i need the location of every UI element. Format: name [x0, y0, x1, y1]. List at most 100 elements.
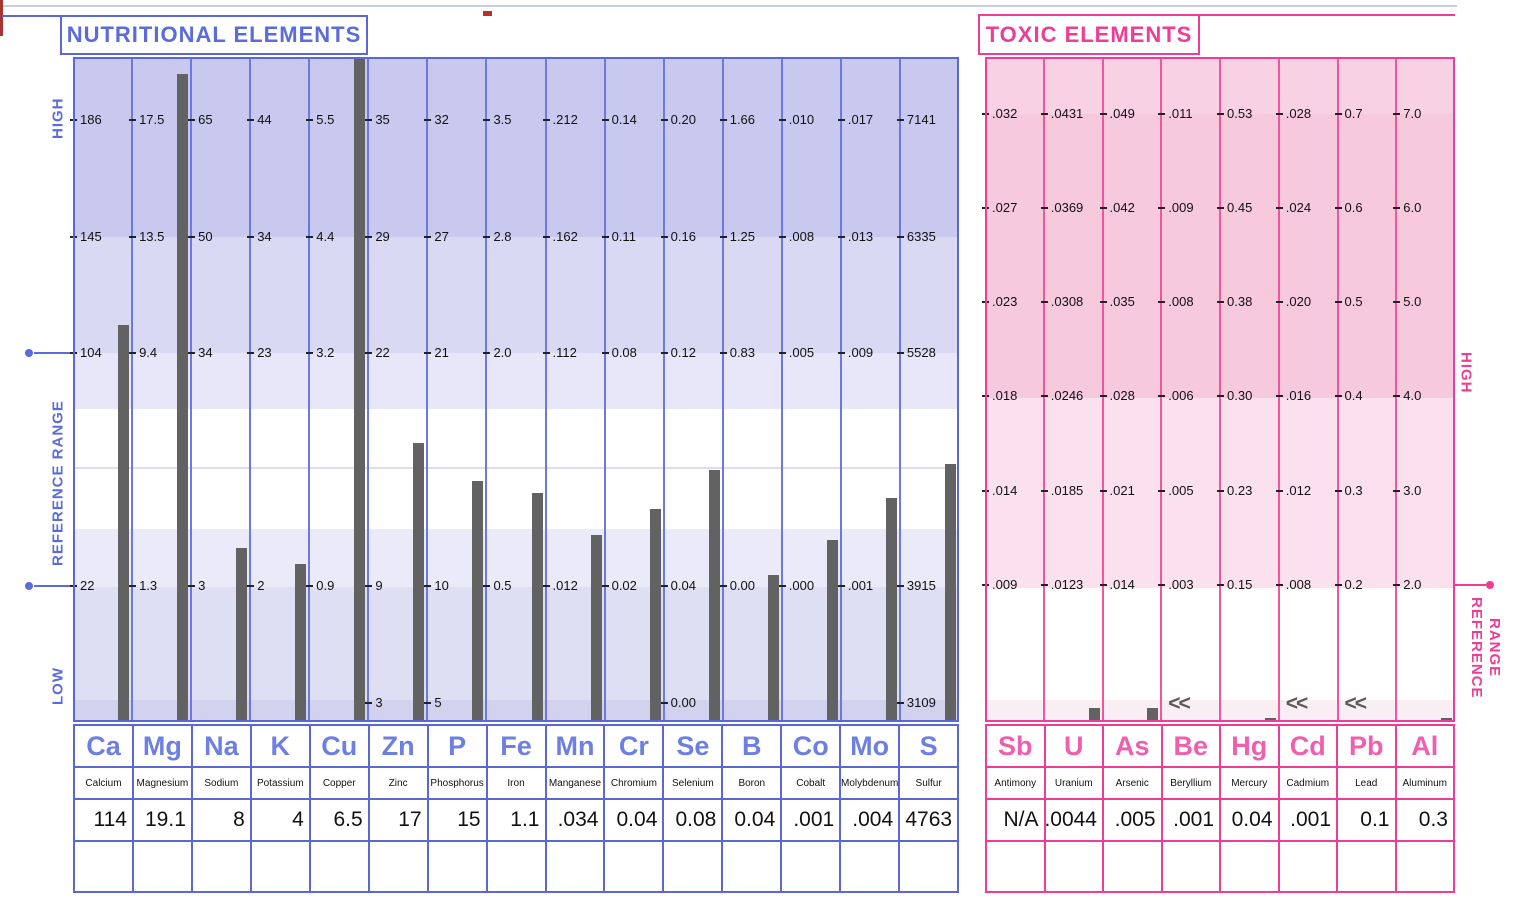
- scale-tick-label: .0369: [1050, 200, 1084, 215]
- element-symbol-Se: Se: [662, 726, 721, 766]
- element-name-K: Potassium: [249, 768, 309, 798]
- element-result-Mo: .004: [839, 800, 898, 840]
- scale-tick-label: .014: [992, 483, 1018, 498]
- column-divider: [603, 57, 606, 722]
- result-bar-K: [295, 564, 307, 722]
- element-symbol-As: As: [1102, 726, 1161, 766]
- scale-tick-dash: [424, 236, 432, 238]
- scale-tick-dash: [982, 207, 989, 209]
- result-bar-Hg: [1264, 718, 1276, 722]
- toxic-title-text: TOXIC ELEMENTS: [985, 21, 1193, 47]
- element-empty-Al: [1394, 842, 1454, 891]
- scale-tick-label: 22: [375, 345, 390, 360]
- scale-tick-label: .027: [992, 200, 1018, 215]
- scale-tick-dash: [1217, 301, 1224, 303]
- toxic-reference-marker-dot: [1486, 581, 1494, 589]
- element-name-Co: Cobalt: [780, 768, 839, 798]
- scale-tick-dash: [188, 119, 196, 121]
- element-result-Al: 0.3: [1394, 800, 1454, 840]
- scale-tick-dash: [70, 585, 77, 587]
- scale-tick-label: 0.00: [729, 578, 756, 593]
- scale-tick-label: .008: [1285, 577, 1312, 592]
- element-empty-K: [249, 842, 309, 891]
- element-name-Zn: Zinc: [367, 768, 427, 798]
- scale-tick-label: 3.5: [493, 112, 512, 127]
- scale-tick-label: .032: [992, 106, 1018, 121]
- scale-tick-label: 32: [434, 112, 449, 127]
- toxic-reference-marker-line: [1455, 584, 1486, 586]
- column-divider: [1101, 57, 1104, 722]
- scale-tick-label: 7.0: [1403, 106, 1422, 121]
- column-divider: [544, 57, 547, 722]
- nutritional-reference-range-label: REFERENCE RANGE: [49, 400, 67, 566]
- scale-tick-label: 0.12: [670, 345, 696, 360]
- scale-tick-label: 4.4: [316, 229, 335, 244]
- scale-tick-label: 3.2: [316, 345, 335, 360]
- element-result-S: 4763: [898, 800, 957, 840]
- result-bar-Co: [826, 540, 838, 722]
- scale-tick-label: 0.6: [1344, 200, 1363, 215]
- element-result-Sb: N/A: [1003, 808, 1039, 831]
- element-empty-Be: [1160, 842, 1220, 891]
- nutritional-name-row: Calcium Magnesium Sodium Potassium Copper Zin…: [73, 768, 959, 800]
- scale-tick-dash: [70, 119, 77, 121]
- result-bar-As: [1147, 708, 1159, 722]
- scale-tick-dash: [70, 236, 77, 238]
- scale-tick-label: 6335: [906, 229, 936, 244]
- element-empty-Fe: [485, 842, 545, 891]
- scale-tick-dash: [1099, 207, 1107, 209]
- scale-tick-label: 35: [375, 112, 390, 127]
- range-band-6: [73, 587, 959, 700]
- scale-tick-label: 3915: [906, 578, 936, 593]
- scale-tick-dash: [1217, 584, 1224, 586]
- scale-tick-dash: [365, 119, 373, 121]
- scale-tick-dash: [483, 236, 491, 238]
- scale-tick-dash: [837, 119, 845, 121]
- result-bar-Al: [1441, 718, 1452, 722]
- scale-tick-dash: [1334, 207, 1342, 209]
- scale-tick-label: .162: [552, 229, 578, 244]
- element-symbol-Ca: Ca: [86, 730, 121, 761]
- scale-tick-label: 0.23: [1227, 483, 1253, 498]
- scale-tick-label: .010: [788, 112, 815, 127]
- result-bar-Mn: [590, 535, 602, 722]
- scale-tick-label: 5.5: [316, 112, 335, 127]
- scale-tick-dash: [1158, 207, 1166, 209]
- element-name-Pb: Lead: [1336, 768, 1395, 798]
- element-empty-Cr: [603, 842, 662, 891]
- element-empty-Cu: [308, 842, 368, 891]
- scale-tick-label: .009: [847, 345, 874, 360]
- nutritional-high-label: HIGH: [49, 97, 67, 139]
- scale-tick-dash: [896, 119, 904, 121]
- scale-tick-label: .012: [1285, 483, 1312, 498]
- scale-tick-label: .020: [1285, 294, 1312, 309]
- scale-tick-label: 65: [198, 112, 213, 127]
- nutritional-empty-row: [73, 842, 959, 893]
- element-result-Hg: 0.04: [1219, 800, 1278, 840]
- result-bar-U: [1088, 708, 1100, 722]
- scale-tick-label: 21: [434, 345, 449, 360]
- scale-tick-dash: [70, 352, 77, 354]
- element-name-Cu: Copper: [308, 768, 368, 798]
- element-symbol-Cr: Cr: [603, 726, 662, 766]
- scale-tick-label: .0185: [1050, 483, 1084, 498]
- range-band-3: [73, 409, 959, 529]
- scale-tick-label: 0.14: [611, 112, 637, 127]
- element-symbol-Cu: Cu: [308, 726, 368, 766]
- scale-tick-label: .024: [1285, 200, 1312, 215]
- reference-range-lower-marker-dot: [25, 582, 33, 590]
- scale-tick-label: 0.5: [493, 578, 512, 593]
- scale-tick-label: 9: [375, 578, 383, 593]
- scale-tick-dash: [778, 119, 786, 121]
- scale-tick-label: 0.38: [1227, 294, 1253, 309]
- column-divider: [780, 57, 783, 722]
- element-empty-Cd: [1277, 842, 1337, 891]
- column-divider: [1336, 57, 1339, 722]
- scale-tick-dash: [1040, 490, 1048, 492]
- toxic-title: TOXIC ELEMENTS: [978, 14, 1200, 55]
- scale-tick-dash: [982, 490, 989, 492]
- scale-tick-dash: [424, 352, 432, 354]
- scale-tick-label: 104: [80, 345, 102, 360]
- result-bar-Se: [708, 470, 720, 722]
